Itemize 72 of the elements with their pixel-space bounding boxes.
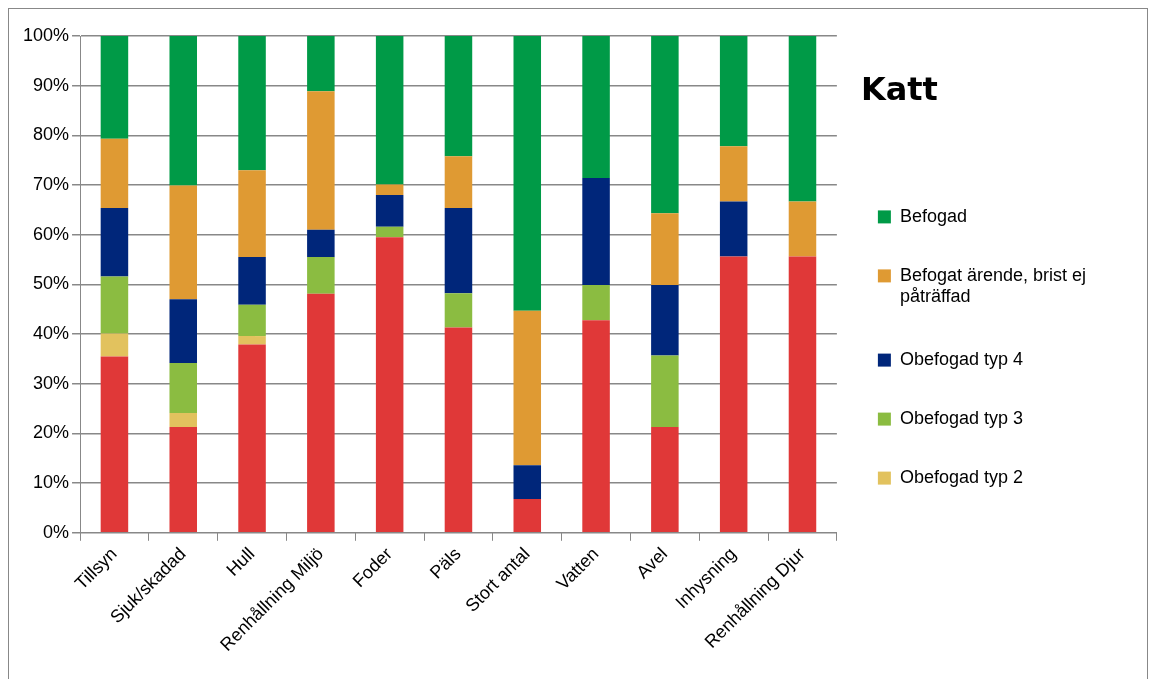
bar bbox=[651, 355, 679, 427]
bar bbox=[100, 333, 129, 357]
bar bbox=[100, 276, 129, 334]
legend-label: Obefogad typ 2 bbox=[899, 467, 1023, 488]
bar bbox=[375, 36, 404, 185]
bar bbox=[238, 304, 266, 337]
bar bbox=[513, 36, 542, 311]
text: Katt bbox=[860, 70, 938, 108]
y-tick-label: 50% bbox=[33, 273, 70, 294]
bar bbox=[169, 36, 197, 186]
legend-label: Befogad bbox=[899, 205, 967, 226]
bar bbox=[307, 36, 335, 92]
bar bbox=[513, 465, 542, 500]
bar bbox=[719, 146, 748, 202]
bar bbox=[651, 284, 679, 356]
bar bbox=[444, 36, 473, 157]
bar bbox=[169, 185, 197, 300]
y-tick-label: 90% bbox=[33, 74, 70, 95]
bar bbox=[307, 257, 335, 294]
bar bbox=[788, 201, 817, 257]
bar bbox=[238, 336, 266, 345]
bar bbox=[169, 413, 197, 427]
bar bbox=[375, 237, 404, 533]
bar bbox=[444, 207, 473, 294]
x-tick-label: Hull bbox=[222, 543, 259, 580]
y-tick-label: 100% bbox=[22, 24, 70, 45]
y-tick-label: 40% bbox=[33, 323, 70, 344]
bar bbox=[238, 257, 266, 305]
bar bbox=[513, 499, 542, 533]
bar bbox=[719, 36, 748, 147]
bar bbox=[100, 36, 129, 139]
bar bbox=[169, 362, 197, 414]
y-tick-label: 30% bbox=[33, 372, 70, 393]
bar bbox=[307, 229, 335, 258]
bar bbox=[651, 36, 679, 214]
bar bbox=[651, 426, 679, 533]
y-tick-label: 70% bbox=[33, 174, 70, 195]
bar bbox=[582, 178, 610, 285]
bar bbox=[238, 170, 266, 258]
bar bbox=[719, 256, 748, 533]
bar bbox=[788, 36, 817, 202]
bar bbox=[375, 194, 404, 227]
y-tick-label: 20% bbox=[33, 422, 70, 443]
bar bbox=[444, 293, 473, 328]
bar bbox=[444, 156, 473, 208]
y-tick-label: 60% bbox=[33, 223, 70, 244]
y-tick-label: 0% bbox=[43, 521, 70, 542]
bar bbox=[100, 207, 129, 277]
bar bbox=[238, 36, 266, 171]
bar bbox=[582, 36, 610, 179]
bar bbox=[100, 138, 129, 208]
bar bbox=[375, 226, 404, 238]
bar bbox=[513, 310, 542, 466]
bar bbox=[238, 344, 266, 533]
bar bbox=[788, 256, 817, 533]
legend-label: Obefogad typ 4 bbox=[899, 349, 1023, 370]
bar bbox=[169, 426, 197, 533]
bar bbox=[651, 213, 679, 285]
bar bbox=[307, 293, 335, 533]
bar bbox=[169, 299, 197, 363]
bar bbox=[307, 91, 335, 230]
y-tick-label: 80% bbox=[33, 124, 70, 145]
legend-label: Befogat ärende, brist ej påträffad bbox=[899, 264, 1087, 307]
x-tick-label: Päls bbox=[425, 543, 465, 583]
legend-label: Obefogad typ 3 bbox=[899, 408, 1023, 429]
y-tick-label: 10% bbox=[33, 472, 70, 493]
bar bbox=[375, 184, 404, 195]
bar bbox=[582, 284, 610, 321]
bar bbox=[100, 356, 129, 533]
bar bbox=[444, 327, 473, 533]
bar bbox=[582, 320, 610, 533]
bar bbox=[719, 201, 748, 257]
